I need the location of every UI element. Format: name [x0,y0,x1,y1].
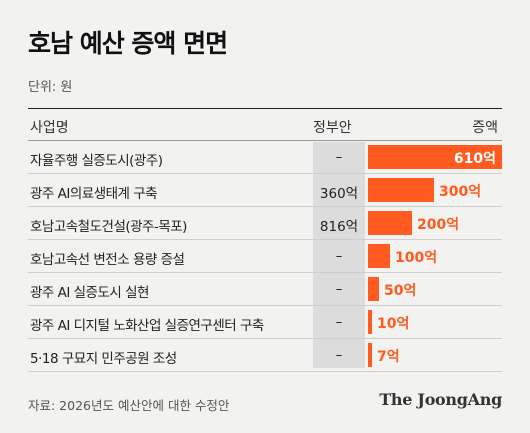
row-name: 5·18 구묘지 민주공원 조성 [30,351,177,367]
table-header: 사업명 정부안 증액 [28,108,502,141]
increase-bar [368,211,412,235]
table-row: 5·18 구묘지 민주공원 조성 – 7억 [28,339,502,372]
increase-bar [368,145,502,169]
increase-value-label: 200억 [417,217,460,233]
increase-value-label: 300억 [439,184,482,200]
row-gov-value: – [335,281,343,297]
increase-bar [368,310,372,334]
increase-value-label: 50억 [384,283,417,299]
table-row: 광주 AI 디지털 노화산업 실증연구센터 구축 – 10억 [28,306,502,339]
row-gov-value: – [335,314,343,330]
row-name: 광주 AI의료생태계 구축 [30,186,158,202]
source-note: 자료: 2026년도 예산안에 대한 수정안 [28,398,230,413]
unit-label: 단위: 원 [28,80,73,95]
increase-value-label: 7억 [377,349,400,365]
row-gov-value: 360억 [319,186,359,202]
increase-value-label: 610억 [453,151,496,167]
table-row: 자율주행 실증도시(광주) – 610억 [28,141,502,174]
publisher-logo: The JoongAng [379,390,502,409]
row-name: 광주 AI 실증도시 실현 [30,285,149,301]
header-gov: 정부안 [313,120,352,136]
table-row: 광주 AI 실증도시 실현 – 50억 [28,273,502,306]
increase-bar [368,178,434,202]
row-gov-value: – [335,149,343,165]
header-name: 사업명 [30,120,69,136]
row-name: 자율주행 실증도시(광주) [30,153,163,169]
row-name: 호남고속선 변전소 용량 증설 [30,252,185,268]
increase-value-label: 10억 [377,316,410,332]
header-increase: 증액 [472,120,498,136]
row-gov-value: – [335,248,343,264]
row-name: 광주 AI 디지털 노화산업 실증연구센터 구축 [30,318,264,334]
table-row: 호남고속선 변전소 용량 증설 – 100억 [28,240,502,273]
row-gov-value: – [335,347,343,363]
table-row: 호남고속철도건설(광주-목포) 816억 200억 [28,207,502,240]
row-name: 호남고속철도건설(광주-목포) [30,219,187,235]
increase-bar [368,244,390,268]
increase-bar [368,343,372,367]
row-gov-value: 816억 [319,219,359,235]
increase-value-label: 100억 [395,250,438,266]
chart-title: 호남 예산 증액 면면 [28,29,228,58]
table-row: 광주 AI의료생태계 구축 360억 300억 [28,174,502,207]
gov-column-background [313,142,365,368]
increase-bar [368,277,379,301]
